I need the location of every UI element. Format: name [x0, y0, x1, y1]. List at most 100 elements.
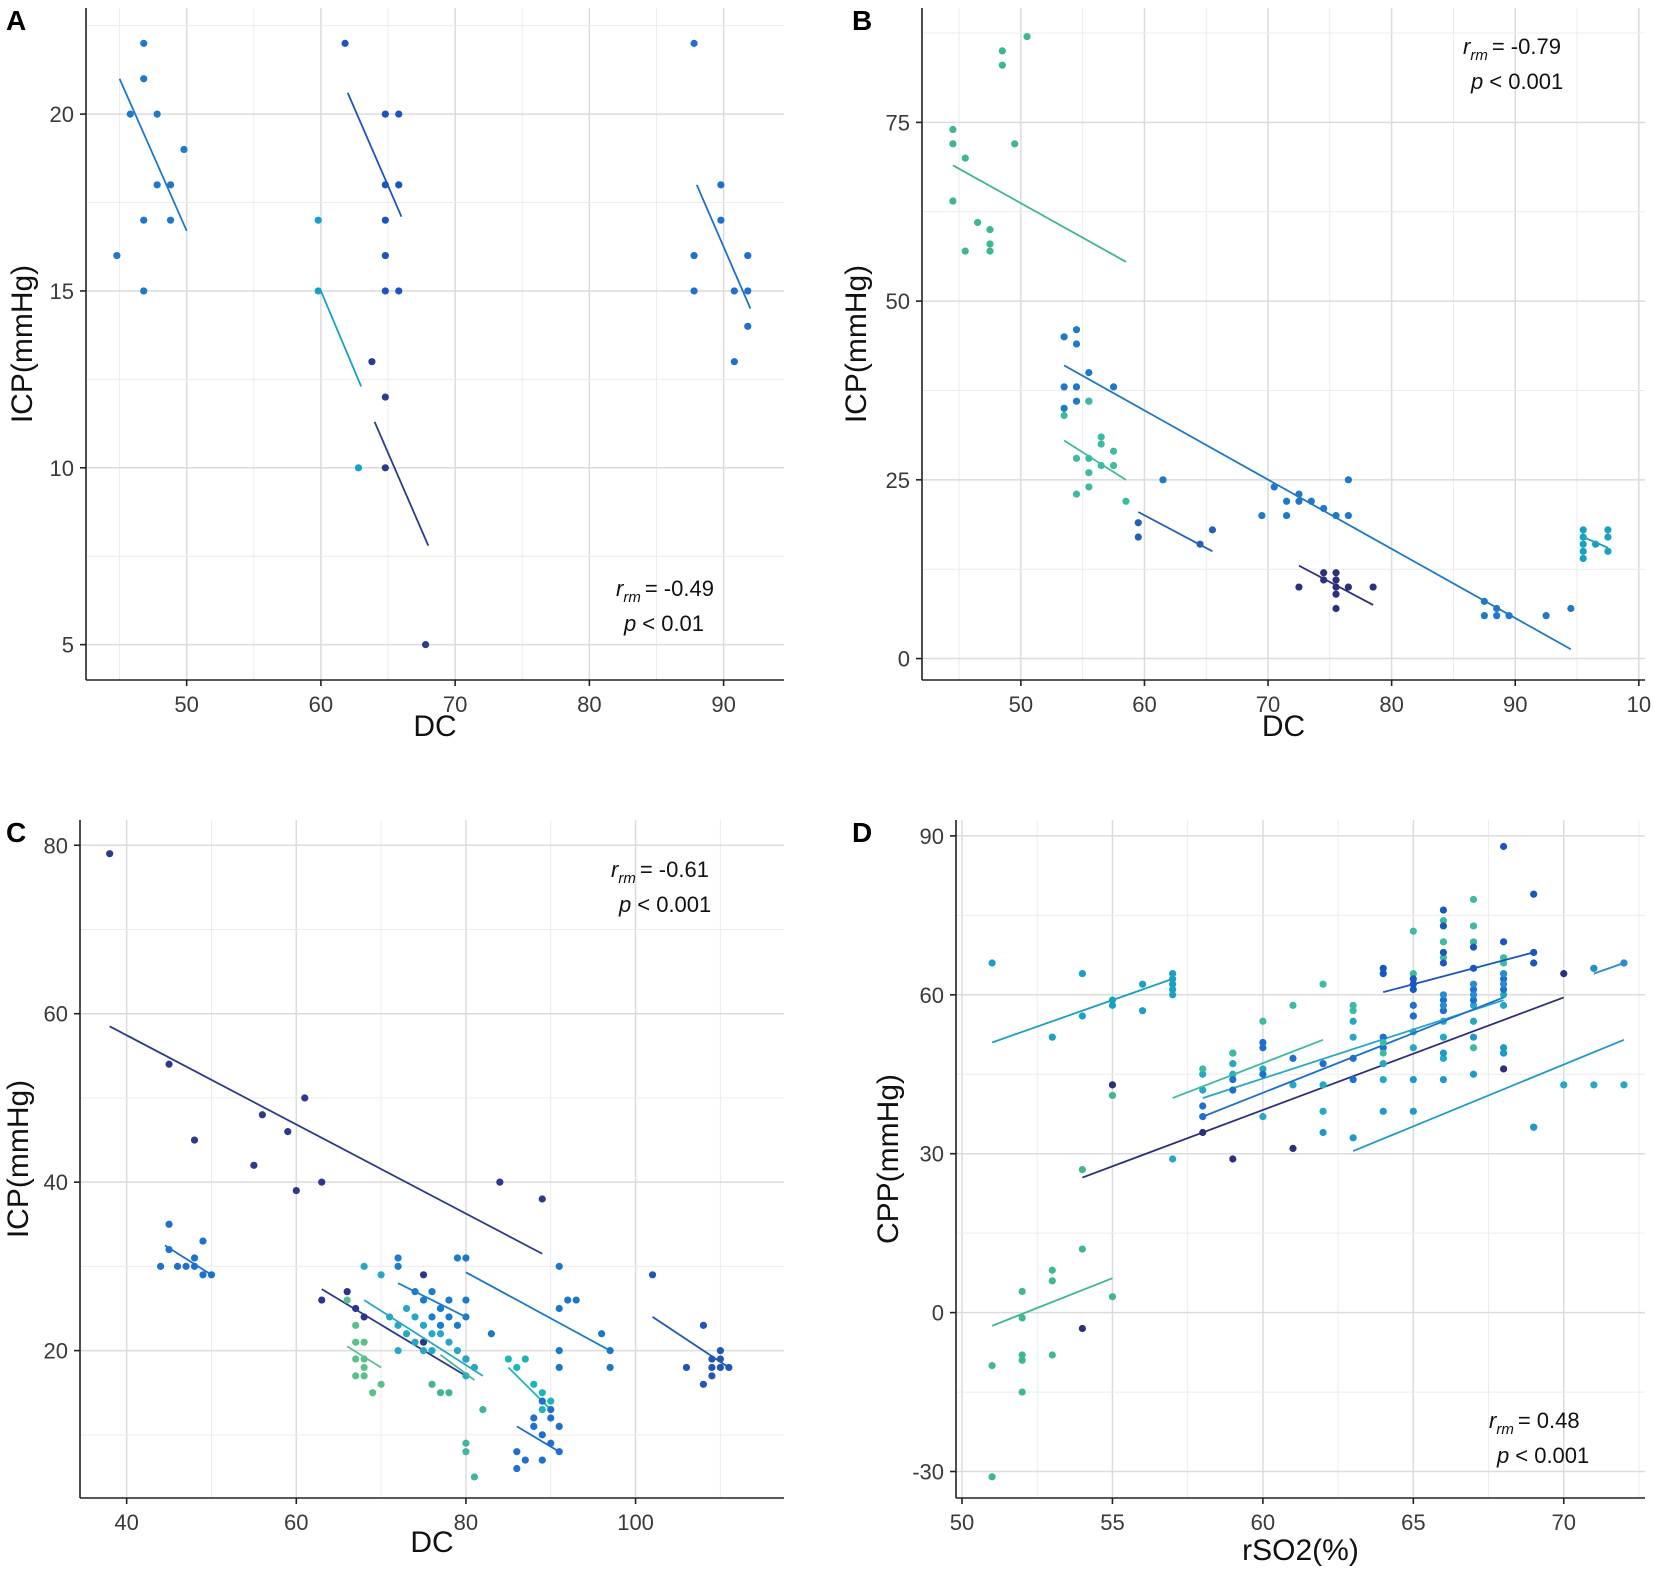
data-point [690, 251, 698, 260]
data-point [1018, 1356, 1026, 1364]
data-point [1379, 1075, 1387, 1084]
data-point [1499, 980, 1508, 988]
data-point [1499, 970, 1508, 978]
data-point [1085, 397, 1093, 405]
data-point [199, 1237, 207, 1245]
data-point [1078, 1324, 1086, 1333]
data-point [538, 1195, 546, 1203]
series-patient-6 [394, 1254, 470, 1329]
x-tick-label: 40 [114, 1510, 138, 1535]
r-symbol: r [611, 857, 620, 882]
data-point [182, 1262, 190, 1270]
data-point [1499, 1044, 1508, 1052]
data-point [1409, 980, 1417, 988]
data-point [1199, 1065, 1207, 1073]
data-point [1439, 1007, 1448, 1015]
y-tick-label: 30 [920, 1142, 944, 1167]
x-tick-label: 80 [1379, 692, 1403, 717]
data-point [1169, 991, 1177, 999]
data-point [1108, 1001, 1117, 1009]
r-subscript: rm [1470, 47, 1488, 64]
data-point [538, 1405, 546, 1414]
fit-line [321, 1288, 467, 1377]
series-patient-6 [1579, 526, 1612, 563]
data-point [1196, 540, 1204, 548]
data-point [428, 1347, 436, 1355]
data-point [1085, 454, 1093, 462]
data-point [462, 1355, 470, 1363]
data-point [1295, 490, 1303, 498]
data-point [445, 1389, 453, 1397]
data-point [419, 1321, 428, 1329]
data-point [1409, 970, 1417, 978]
data-point [1138, 1007, 1147, 1015]
p-symbol: p [1470, 69, 1483, 94]
y-axis-title: ICP(mmHg) [2, 1080, 35, 1238]
data-point [1229, 1049, 1237, 1057]
data-point [106, 850, 114, 858]
data-point [1048, 1277, 1056, 1285]
gridlines [956, 820, 1645, 1498]
r-subscript: rm [623, 589, 641, 606]
data-point [1579, 533, 1587, 541]
data-point [1439, 1001, 1448, 1009]
data-point [166, 216, 175, 224]
data-point [1199, 1070, 1207, 1078]
gridlines [86, 8, 784, 680]
data-point [1344, 511, 1352, 520]
fit-line [164, 1244, 212, 1276]
data-point [436, 1304, 445, 1313]
series-patient-9 [1439, 959, 1628, 1009]
data-point [1349, 1134, 1357, 1142]
data-point [419, 1296, 428, 1304]
x-tick-label: 50 [174, 692, 198, 717]
data-point [1349, 1075, 1357, 1084]
data-point [1560, 970, 1568, 978]
data-point [949, 140, 957, 148]
data-point [140, 39, 148, 47]
p-symbol: p [1496, 1443, 1509, 1468]
series-patient-3 [1078, 970, 1568, 1333]
data-point [1349, 1054, 1357, 1062]
p-value-text: p < 0.001 [1496, 1443, 1589, 1468]
series-patient-8 [462, 1254, 614, 1372]
data-point [1469, 1001, 1478, 1009]
x-tick-label: 60 [1251, 1510, 1275, 1535]
r-symbol: r [1463, 34, 1472, 59]
data-point [1349, 1033, 1357, 1041]
data-point [1349, 1001, 1357, 1009]
data-point [1018, 1351, 1026, 1359]
series-patient-1 [106, 850, 546, 1255]
x-tick-label: 70 [1552, 1510, 1576, 1535]
x-tick-label: 70 [1256, 692, 1280, 717]
data-point [1048, 1351, 1056, 1359]
data-point [1469, 1070, 1478, 1078]
fit-line [695, 184, 752, 309]
data-point [1439, 991, 1448, 999]
data-point [716, 1355, 724, 1363]
x-tick-label: 100 [617, 1510, 654, 1535]
data-point [352, 1321, 360, 1329]
fit-line [1383, 951, 1534, 994]
data-point [521, 1355, 529, 1363]
data-point [258, 1111, 266, 1119]
data-point [1229, 1155, 1237, 1163]
y-tick-label: 0 [932, 1301, 944, 1326]
panel-d: 50 55 60 65 70 -30 0 30 60 90 rSO2(%) CPP(mmHg) Drrm… [852, 817, 1645, 1567]
r-subscript: rm [1496, 1421, 1514, 1438]
data-point [547, 1414, 555, 1422]
data-point [1499, 938, 1508, 946]
data-point [1072, 340, 1081, 348]
data-point [538, 1397, 546, 1405]
data-point [1259, 1065, 1267, 1073]
data-point [1134, 519, 1142, 527]
data-point [462, 1313, 470, 1321]
data-point [1469, 991, 1478, 999]
fit-line [1352, 1038, 1625, 1152]
data-point [360, 1372, 368, 1380]
data-point [1072, 397, 1081, 405]
data-point [961, 247, 969, 255]
data-point [381, 216, 389, 224]
data-point [402, 1304, 411, 1313]
data-point [1505, 612, 1513, 620]
